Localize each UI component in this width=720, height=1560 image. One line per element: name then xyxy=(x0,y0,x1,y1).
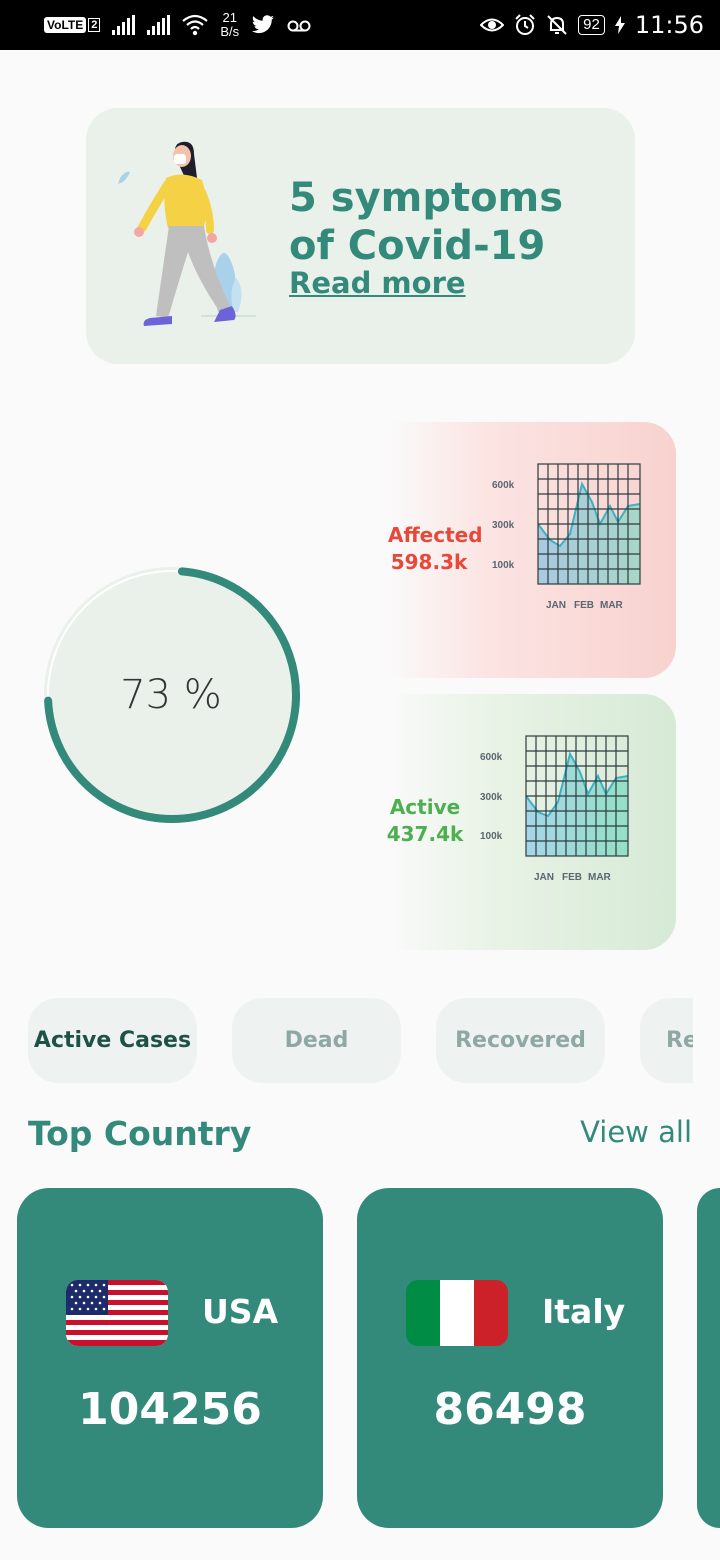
mute-notifications-icon xyxy=(547,15,567,35)
active-x-tick-jan: JAN xyxy=(534,872,554,882)
affected-area xyxy=(538,484,640,584)
walking-woman-mask-illustration xyxy=(118,141,256,326)
battery-level: 92 xyxy=(578,15,605,35)
active-y-tick-600k: 600k xyxy=(480,752,503,763)
affected-x-tick-jan: JAN xyxy=(546,600,566,610)
tab-partial[interactable]: Re xyxy=(640,998,693,1083)
progress-ring xyxy=(44,567,300,823)
affected-stat-card[interactable]: Affected 598.3k 600k 300k 100k JAN FEB M… xyxy=(388,422,676,678)
volte-badge: VoLTE 2 xyxy=(44,17,101,33)
wifi-icon xyxy=(182,14,209,36)
affected-y-tick-100k: 100k xyxy=(492,560,515,571)
affected-stat-text: Affected 598.3k xyxy=(388,522,483,576)
affected-y-tick-300k: 300k xyxy=(492,520,515,531)
active-value: 437.4k xyxy=(386,822,464,846)
usa-flag-icon xyxy=(66,1280,168,1346)
view-all-link[interactable]: View all xyxy=(580,1115,692,1149)
country-card-next-partial[interactable] xyxy=(697,1188,720,1528)
active-x-tick-feb: FEB xyxy=(562,872,582,882)
country-card-usa[interactable]: USA 104256 xyxy=(17,1188,323,1528)
twitter-icon xyxy=(252,15,275,34)
active-x-tick-mar: MAR xyxy=(588,872,612,882)
country-name: Italy xyxy=(542,1292,626,1331)
active-y-tick-300k: 300k xyxy=(480,792,503,803)
read-more-link[interactable]: Read more xyxy=(289,266,466,300)
active-stat-card[interactable]: Active 437.4k 600k 300k 100k JAN FEB MAR xyxy=(387,694,676,950)
affected-mini-chart: 600k 300k 100k JAN FEB MAR xyxy=(492,463,641,610)
italy-flag-icon xyxy=(406,1280,508,1346)
active-line xyxy=(525,751,629,818)
progress-ring-background xyxy=(44,567,300,823)
banner-title: 5 symptoms of Covid-19 xyxy=(289,175,564,269)
charging-icon xyxy=(614,16,625,34)
active-mini-chart: 600k 300k 100k JAN FEB MAR xyxy=(480,735,629,882)
active-stat-text: Active 437.4k xyxy=(384,794,466,848)
case-type-tabs: Active Cases Dead Recovered Re xyxy=(28,998,693,1083)
country-name: USA xyxy=(202,1292,279,1331)
signal-strength-2-icon xyxy=(147,15,171,35)
symptoms-banner[interactable]: 5 symptoms of Covid-19 Read more xyxy=(86,108,635,364)
status-bar: VoLTE 2 21 B/s xyxy=(0,0,720,50)
eye-icon xyxy=(480,18,505,32)
country-count: 104256 xyxy=(78,1384,262,1435)
affected-y-tick-600k: 600k xyxy=(492,480,515,491)
active-label: Active xyxy=(389,795,461,819)
country-count: 86498 xyxy=(433,1384,587,1435)
tab-active-cases[interactable]: Active Cases xyxy=(28,998,197,1083)
progress-percent-label: 73 % xyxy=(120,672,222,718)
active-area xyxy=(526,754,628,856)
affected-grid xyxy=(537,463,641,585)
affected-x-tick-mar: MAR xyxy=(600,600,624,610)
network-speed: 21 B/s xyxy=(220,10,240,39)
alarm-icon xyxy=(515,14,535,35)
affected-line xyxy=(537,481,641,548)
affected-label: Affected xyxy=(388,523,483,547)
country-card-italy[interactable]: Italy 86498 xyxy=(357,1188,663,1528)
affected-x-tick-feb: FEB xyxy=(574,600,594,610)
signal-strength-icon xyxy=(112,15,136,35)
voicemail-icon xyxy=(287,20,311,32)
progress-ring-start-dot xyxy=(45,697,52,704)
clock: 11:56 xyxy=(634,11,704,39)
affected-value: 598.3k xyxy=(390,550,468,574)
active-grid xyxy=(525,735,629,857)
top-country-title: Top Country xyxy=(28,1114,252,1153)
progress-ring-arc xyxy=(44,567,300,823)
tab-recovered[interactable]: Recovered xyxy=(436,998,605,1083)
active-y-tick-100k: 100k xyxy=(480,831,503,842)
tab-dead[interactable]: Dead xyxy=(232,998,401,1083)
